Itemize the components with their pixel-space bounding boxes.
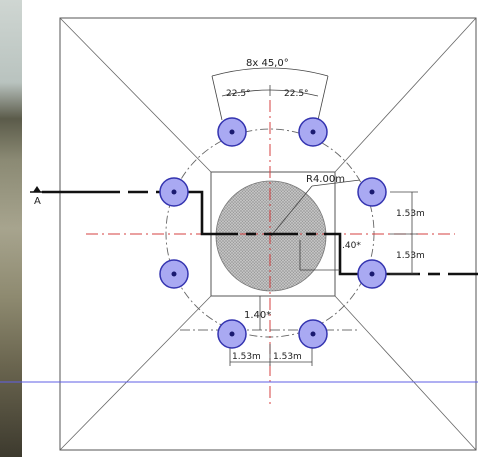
radius-label: R4.00m xyxy=(306,174,345,185)
angle-left-label: 22.5° xyxy=(226,89,251,99)
photo-background xyxy=(0,0,22,457)
dim-bottom-offset-label: 1.40* xyxy=(244,310,271,321)
angle-total-label: 8x 45,0° xyxy=(246,58,289,69)
section-mark-label: A xyxy=(34,196,41,207)
dim-mid-right-label: .40* xyxy=(342,241,361,251)
diagonal-lines xyxy=(59,17,477,451)
dim-bottom-right-label: 1.53m xyxy=(273,352,302,362)
section-marker: A xyxy=(30,186,44,207)
right-dimensions xyxy=(299,191,418,275)
pile xyxy=(217,117,247,147)
outer-frame xyxy=(59,17,477,451)
pile xyxy=(217,319,247,349)
angle-right-label: 22.5° xyxy=(284,89,309,99)
dim-right-upper-label: 1.53m xyxy=(396,209,425,219)
pile xyxy=(357,259,387,289)
pile xyxy=(298,117,328,147)
pile xyxy=(159,259,189,289)
radius-leader xyxy=(270,185,313,237)
bottom-dimensions xyxy=(180,296,360,366)
angle-dimension xyxy=(211,67,329,121)
piles xyxy=(159,117,387,349)
pile xyxy=(159,177,189,207)
pile xyxy=(298,319,328,349)
pile xyxy=(357,177,387,207)
dim-right-lower-label: 1.53m xyxy=(396,251,425,261)
dim-bottom-left-label: 1.53m xyxy=(232,352,261,362)
